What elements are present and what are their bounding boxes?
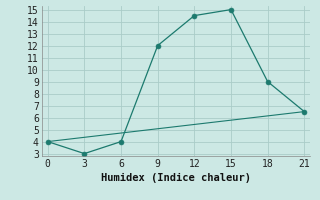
X-axis label: Humidex (Indice chaleur): Humidex (Indice chaleur) — [101, 173, 251, 183]
